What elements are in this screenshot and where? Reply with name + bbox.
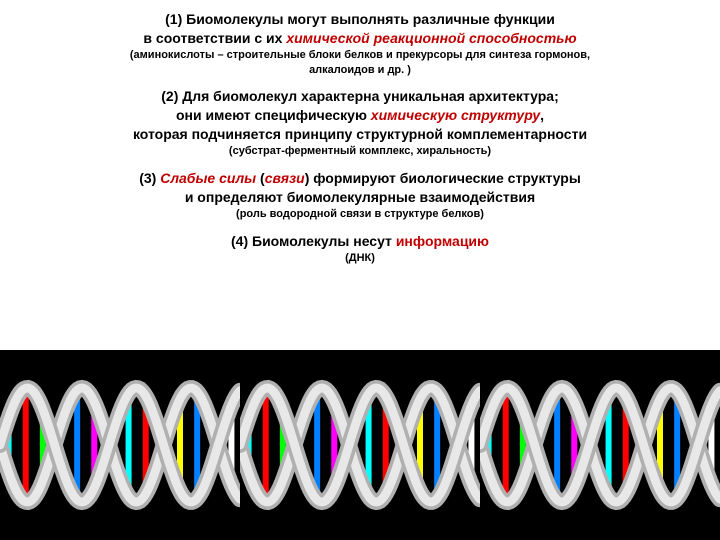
text-span: Слабые силы — [160, 170, 256, 186]
dna-helix — [240, 370, 480, 520]
text-block: (4) Биомолекулы несут информацию(ДНК) — [30, 232, 690, 266]
text-span: ) формируют биологические структуры — [305, 170, 581, 186]
text-span: связи — [265, 170, 305, 186]
text-span: они имеют специфическую — [176, 107, 371, 123]
text-span: химической реакционной способностью — [286, 30, 576, 46]
sub-text-line: (роль водородной связи в структуре белко… — [30, 207, 690, 222]
text-span: (4) Биомолекулы несут — [231, 233, 396, 249]
text-content: (1) Биомолекулы могут выполнять различны… — [0, 0, 720, 265]
text-span: , — [540, 107, 544, 123]
text-span: (2) Для биомолекул характерна уникальная… — [161, 88, 559, 104]
text-line: и определяют биомолекулярные взаимодейст… — [30, 188, 690, 207]
text-span: в соответствии с их — [143, 30, 286, 46]
sub-text-line: (ДНК) — [30, 251, 690, 266]
text-span: (1) Биомолекулы могут выполнять различны… — [165, 11, 555, 27]
sub-text-line: (субстрат-ферментный комплекс, хиральнос… — [30, 144, 690, 159]
dna-illustration — [0, 350, 720, 540]
text-line: (2) Для биомолекул характерна уникальная… — [30, 87, 690, 106]
text-line: они имеют специфическую химическую струк… — [30, 106, 690, 125]
text-span: которая подчиняется принципу структурной… — [133, 126, 587, 142]
text-block: (3) Слабые силы (связи) формируют биолог… — [30, 169, 690, 222]
text-line: (3) Слабые силы (связи) формируют биолог… — [30, 169, 690, 188]
text-line: которая подчиняется принципу структурной… — [30, 125, 690, 144]
text-span: (3) — [139, 170, 160, 186]
sub-text-line: алкалоидов и др. ) — [30, 63, 690, 78]
sub-text-line: (аминокислоты – строительные блоки белко… — [30, 48, 690, 63]
text-line: (1) Биомолекулы могут выполнять различны… — [30, 10, 690, 29]
text-line: (4) Биомолекулы несут информацию — [30, 232, 690, 251]
text-block: (2) Для биомолекул характерна уникальная… — [30, 87, 690, 159]
text-span: и определяют биомолекулярные взаимодейст… — [185, 189, 535, 205]
text-span: информацию — [396, 233, 489, 249]
dna-helix — [0, 370, 240, 520]
text-line: в соответствии с их химической реакционн… — [30, 29, 690, 48]
text-span: химическую структуру — [371, 107, 540, 123]
text-span: ( — [256, 170, 265, 186]
text-block: (1) Биомолекулы могут выполнять различны… — [30, 10, 690, 77]
dna-helix — [480, 370, 720, 520]
